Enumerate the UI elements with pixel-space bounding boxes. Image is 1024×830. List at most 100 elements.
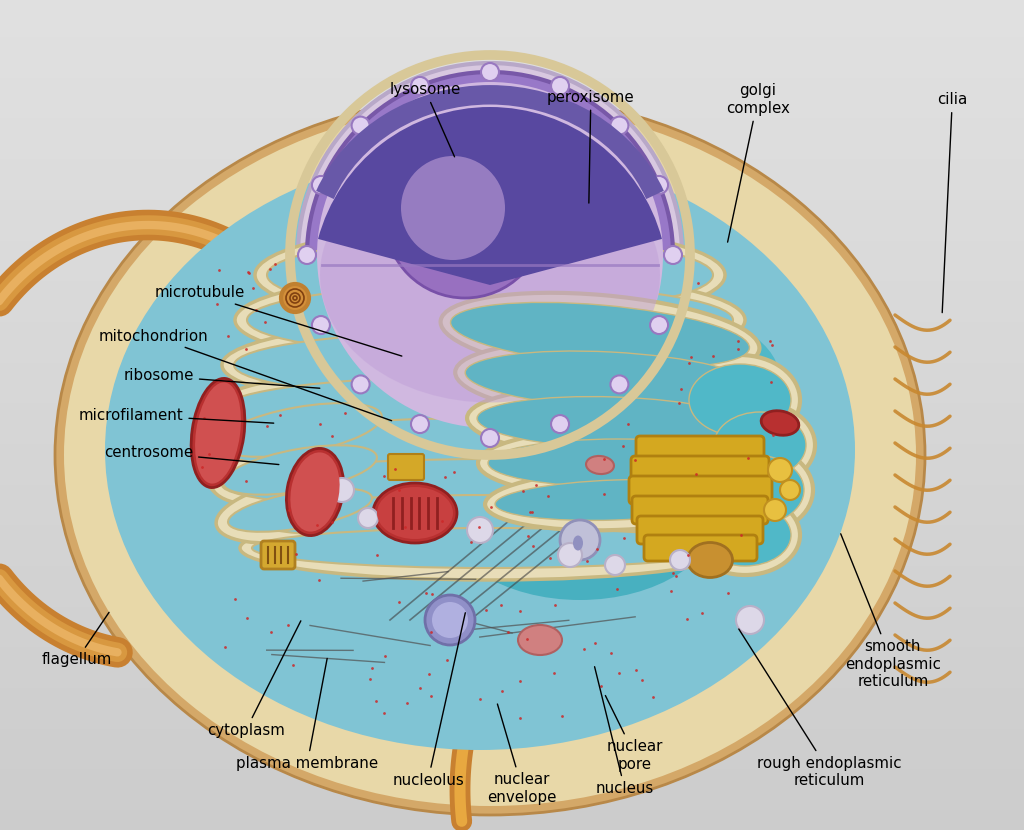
Bar [0,343,1024,344]
Bar [0,371,1024,372]
Bar [0,20,1024,21]
Bar [0,197,1024,198]
Text: plasma membrane: plasma membrane [237,658,378,771]
Point [524,539,541,552]
Bar [0,759,1024,760]
Bar [0,204,1024,205]
Bar [0,439,1024,440]
Bar [0,50,1024,51]
Ellipse shape [377,487,453,539]
Bar [0,77,1024,78]
Circle shape [385,138,545,298]
Bar [0,346,1024,347]
Bar [0,455,1024,456]
Bar [0,629,1024,630]
Bar [0,244,1024,245]
Bar [0,291,1024,292]
Bar [0,169,1024,170]
Bar [0,444,1024,445]
Bar [0,591,1024,592]
Ellipse shape [105,150,855,750]
Bar [0,770,1024,771]
Bar [0,661,1024,662]
Bar [0,761,1024,762]
Bar [0,118,1024,119]
Bar [0,747,1024,748]
Point [764,338,780,351]
Bar [0,95,1024,96]
Bar [0,373,1024,374]
Bar [0,797,1024,798]
Bar [0,18,1024,19]
Bar [0,406,1024,407]
Bar [0,335,1024,336]
Bar [0,811,1024,812]
Bar [0,130,1024,131]
Point [387,462,403,476]
Bar [0,784,1024,785]
Ellipse shape [488,439,748,487]
Bar [0,688,1024,689]
Bar [0,143,1024,144]
Bar [0,365,1024,366]
Bar [0,507,1024,508]
Bar [0,828,1024,829]
Bar [0,207,1024,208]
Bar [0,703,1024,704]
Bar [0,151,1024,152]
Point [423,690,439,703]
Bar [0,597,1024,598]
Bar [0,579,1024,580]
Bar [0,255,1024,256]
Bar [0,537,1024,538]
Bar [0,804,1024,805]
Bar [0,57,1024,58]
Bar [0,826,1024,827]
Bar [0,818,1024,819]
Circle shape [610,375,629,393]
Bar [0,288,1024,289]
Bar [0,757,1024,758]
Ellipse shape [580,315,780,445]
Bar [0,700,1024,701]
Ellipse shape [699,504,791,566]
Bar [0,611,1024,612]
Bar [0,246,1024,247]
Bar [0,49,1024,50]
Bar [0,602,1024,603]
Point [266,257,283,271]
Bar [0,750,1024,751]
Bar [0,347,1024,348]
Ellipse shape [247,284,733,356]
Bar [0,571,1024,572]
Bar [0,41,1024,42]
Bar [0,60,1024,61]
Bar [0,716,1024,717]
Bar [0,125,1024,126]
Point [209,297,225,310]
Bar [0,64,1024,65]
Bar [0,464,1024,465]
Bar [0,521,1024,522]
Bar [0,298,1024,299]
Point [337,407,353,420]
Bar [0,417,1024,418]
Bar [0,708,1024,709]
Bar [0,145,1024,146]
Point [671,396,687,409]
Bar [0,771,1024,772]
Bar [0,548,1024,549]
Bar [0,248,1024,249]
Bar [0,801,1024,802]
Point [423,626,439,639]
Bar [0,382,1024,383]
Bar [0,573,1024,574]
Bar [0,685,1024,686]
Point [628,663,644,676]
Bar [0,261,1024,262]
Bar [0,358,1024,359]
Bar [0,337,1024,338]
Ellipse shape [196,383,241,484]
Bar [0,404,1024,405]
Bar [0,256,1024,257]
